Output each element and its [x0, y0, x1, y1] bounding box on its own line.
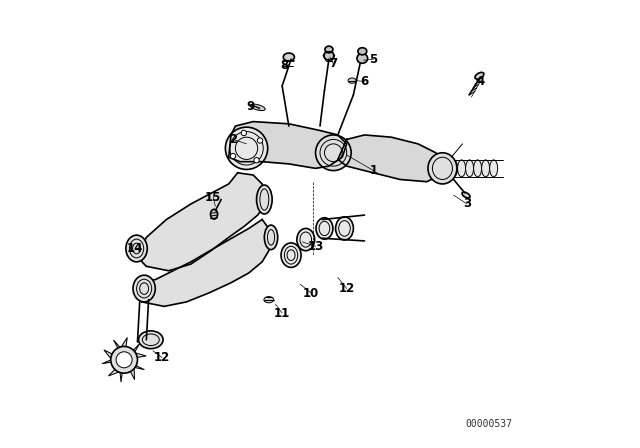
Circle shape [230, 153, 236, 159]
Ellipse shape [225, 127, 268, 169]
Ellipse shape [325, 46, 333, 53]
Polygon shape [102, 350, 124, 364]
Text: 10: 10 [303, 287, 319, 300]
Ellipse shape [462, 192, 470, 198]
Ellipse shape [264, 225, 278, 250]
Polygon shape [124, 344, 146, 360]
Polygon shape [124, 360, 144, 379]
Polygon shape [228, 121, 347, 168]
Ellipse shape [211, 209, 218, 219]
Text: 12: 12 [154, 351, 170, 364]
Text: 3: 3 [463, 198, 471, 211]
Text: 1: 1 [369, 164, 378, 177]
Ellipse shape [281, 243, 301, 267]
Ellipse shape [324, 51, 334, 60]
Text: 6: 6 [360, 75, 369, 88]
Text: 14: 14 [127, 242, 143, 255]
Ellipse shape [458, 160, 465, 177]
Ellipse shape [139, 331, 163, 349]
Ellipse shape [449, 160, 458, 177]
Text: 13: 13 [307, 240, 324, 253]
Text: 8: 8 [280, 60, 289, 73]
Circle shape [111, 346, 138, 373]
Text: 00000537: 00000537 [466, 419, 513, 429]
Ellipse shape [126, 235, 147, 262]
Text: 15: 15 [205, 191, 221, 204]
Ellipse shape [474, 160, 482, 177]
Ellipse shape [257, 185, 272, 214]
Ellipse shape [284, 53, 294, 61]
Ellipse shape [335, 217, 353, 240]
Ellipse shape [475, 73, 484, 79]
Ellipse shape [358, 47, 367, 55]
Text: 12: 12 [339, 282, 355, 295]
Polygon shape [109, 360, 124, 382]
Ellipse shape [357, 53, 367, 63]
Ellipse shape [465, 160, 474, 177]
Ellipse shape [428, 153, 457, 184]
Circle shape [116, 352, 132, 368]
Ellipse shape [133, 275, 156, 302]
Polygon shape [140, 173, 267, 271]
Circle shape [257, 138, 262, 143]
Text: 11: 11 [274, 306, 291, 319]
Polygon shape [338, 135, 445, 182]
Circle shape [241, 130, 246, 136]
Text: 5: 5 [369, 53, 378, 66]
Polygon shape [114, 338, 127, 360]
Ellipse shape [297, 228, 315, 251]
Ellipse shape [316, 218, 333, 239]
Ellipse shape [250, 104, 265, 111]
Ellipse shape [348, 78, 356, 83]
Ellipse shape [482, 160, 490, 177]
Text: 7: 7 [330, 57, 337, 70]
Polygon shape [135, 220, 271, 306]
Ellipse shape [316, 135, 351, 171]
Circle shape [254, 158, 259, 163]
Ellipse shape [490, 160, 498, 177]
Ellipse shape [264, 297, 274, 303]
Text: 9: 9 [247, 99, 255, 112]
Text: 2: 2 [229, 133, 237, 146]
Text: 4: 4 [476, 75, 484, 88]
